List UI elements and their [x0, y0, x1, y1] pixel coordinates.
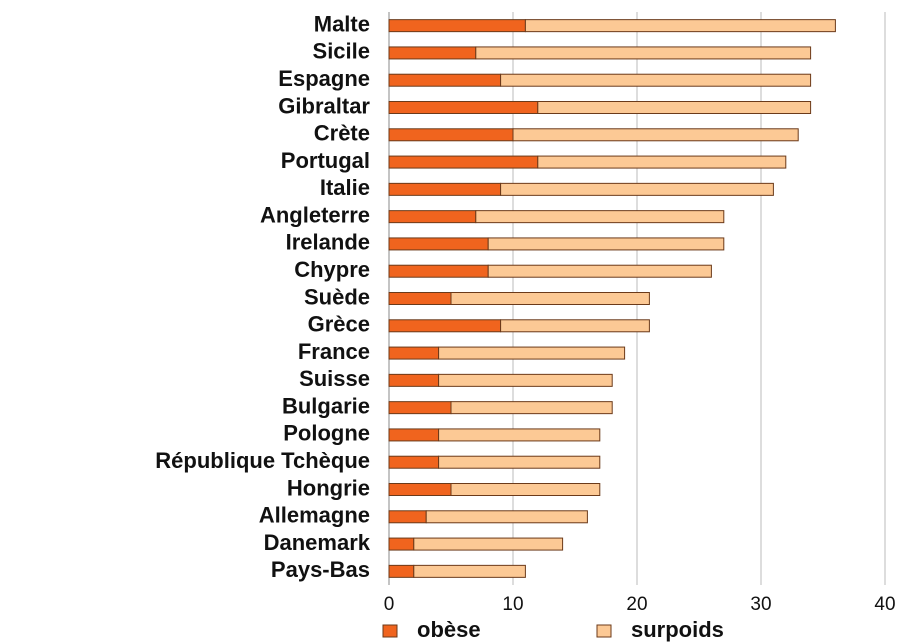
bar-segment [537, 101, 812, 114]
bar-segment [388, 510, 427, 524]
x-tick-label: 0 [384, 594, 395, 615]
bar-segment [475, 46, 812, 60]
x-tick-label: 40 [874, 594, 895, 615]
bar-segment [388, 264, 489, 278]
y-tick-label: Hongrie [287, 475, 370, 500]
bar-segment [500, 182, 774, 196]
y-tick-label: Crète [314, 121, 370, 146]
bar-segment [388, 237, 489, 251]
bar-segment [537, 155, 787, 169]
bar-segment [388, 346, 440, 360]
bar-segment [450, 483, 601, 496]
y-tick-label: Espagne [278, 66, 370, 91]
y-tick-label: France [298, 339, 370, 364]
bar-segment [388, 373, 440, 387]
bar-segment [450, 292, 650, 305]
legend-swatch [596, 624, 612, 638]
legend-swatch [382, 624, 398, 638]
bar-segment [388, 537, 415, 551]
y-tick-label: Pologne [283, 421, 370, 446]
y-tick-label: Allemagne [259, 503, 370, 528]
y-tick-label: Pays-Bas [271, 557, 370, 582]
y-tick-label: Portugal [281, 148, 370, 173]
bar-segment [500, 73, 812, 87]
y-tick-label: Italie [320, 175, 370, 200]
y-tick-label: Gibraltar [278, 93, 370, 118]
bar-segment [438, 455, 601, 469]
bar-segment [475, 210, 725, 224]
bar-segment [413, 537, 564, 551]
y-tick-label: Bulgarie [282, 393, 370, 418]
x-tick-label: 20 [626, 594, 647, 615]
y-tick-label: Suède [304, 284, 370, 309]
bar-segment [388, 128, 514, 142]
bar-segment [388, 455, 440, 469]
x-tick-label: 30 [750, 594, 771, 615]
bar-segment [425, 510, 588, 524]
legend-label: surpoids [631, 617, 724, 642]
x-tick-label: 10 [502, 594, 523, 615]
bar-segment [512, 128, 799, 142]
bar-segment [524, 19, 836, 33]
bar-segment [388, 46, 477, 60]
y-tick-label: Irelande [286, 230, 370, 255]
bar-segment [438, 373, 613, 387]
bar-segment [388, 155, 539, 169]
y-tick-label: Chypre [294, 257, 370, 282]
bar-segment [388, 483, 452, 496]
y-tick-label: Sicile [313, 39, 370, 64]
bar-segment [388, 428, 440, 442]
bar-segment [487, 237, 725, 251]
bar-segment [413, 564, 526, 578]
bar-segment [487, 264, 712, 278]
legend-label: obèse [417, 617, 481, 642]
bar-segment [450, 401, 613, 415]
bar-segment [388, 401, 452, 415]
bar-segment [388, 564, 415, 578]
y-tick-label: Danemark [264, 530, 371, 555]
bar-segment [388, 210, 477, 224]
bar-segment [388, 319, 502, 333]
bar-segment [388, 292, 452, 305]
bar-segment [388, 101, 539, 114]
bar-segment [438, 428, 601, 442]
y-tick-label: Suisse [299, 366, 370, 391]
y-tick-label: Angleterre [260, 202, 370, 227]
bar-segment [388, 182, 502, 196]
y-tick-label: République Tchèque [155, 448, 370, 473]
bar-segment [388, 73, 502, 87]
bar-segment [438, 346, 626, 360]
bar-segment [388, 19, 526, 33]
bar-segment [500, 319, 650, 333]
y-tick-label: Grèce [308, 312, 370, 337]
y-tick-label: Malte [314, 11, 370, 36]
